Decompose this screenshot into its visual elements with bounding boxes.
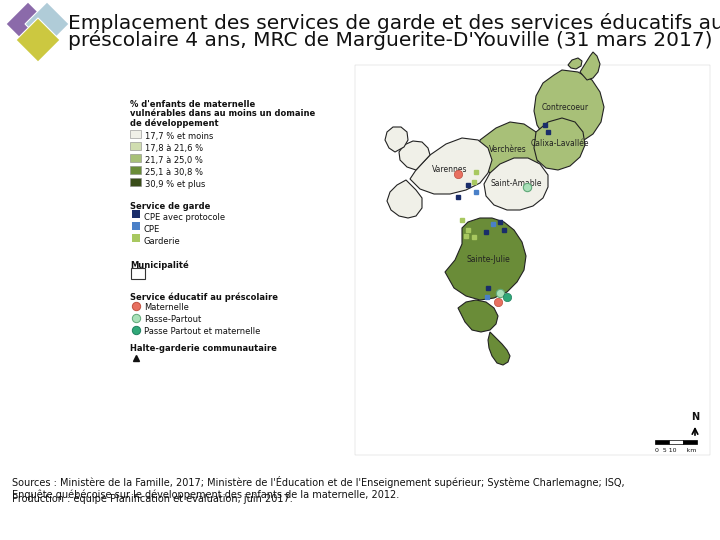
Bar — [132, 234, 140, 242]
Polygon shape — [385, 127, 408, 152]
Text: Emplacement des services de garde et des services éducatifs au: Emplacement des services de garde et des… — [68, 13, 720, 33]
Text: % d'enfants de maternelle: % d'enfants de maternelle — [130, 100, 256, 109]
Polygon shape — [399, 141, 430, 170]
Bar — [130, 130, 141, 138]
Polygon shape — [387, 180, 422, 218]
Bar — [355, 65, 710, 455]
Text: de développement: de développement — [130, 118, 219, 127]
Bar — [130, 178, 141, 186]
Bar — [130, 154, 141, 162]
Text: CPE avec protocole: CPE avec protocole — [144, 213, 225, 222]
Text: Municipalité: Municipalité — [130, 260, 189, 269]
Text: 0  5 10     km: 0 5 10 km — [655, 448, 696, 453]
Polygon shape — [445, 218, 526, 300]
Text: Service de garde: Service de garde — [130, 202, 210, 211]
Text: CPE: CPE — [144, 225, 161, 234]
Polygon shape — [580, 52, 600, 80]
Polygon shape — [458, 300, 498, 332]
Text: Sainte-Julie: Sainte-Julie — [466, 255, 510, 265]
Bar — [131, 268, 145, 279]
Text: 25,1 à 30,8 %: 25,1 à 30,8 % — [145, 168, 203, 177]
Polygon shape — [484, 158, 548, 210]
Text: 17,8 à 21,6 %: 17,8 à 21,6 % — [145, 144, 203, 153]
Polygon shape — [16, 18, 60, 62]
Text: Passe-Partout: Passe-Partout — [144, 315, 202, 324]
Polygon shape — [479, 122, 542, 180]
Text: Verchères: Verchères — [489, 145, 527, 154]
Bar — [669, 440, 683, 444]
Text: vulnérables dans au moins un domaine: vulnérables dans au moins un domaine — [130, 109, 315, 118]
Text: Varennes: Varennes — [432, 165, 468, 174]
Text: Saint-Amable: Saint-Amable — [490, 179, 541, 188]
Bar — [132, 210, 140, 218]
Bar — [132, 222, 140, 230]
Text: Garderie: Garderie — [144, 237, 181, 246]
Polygon shape — [534, 118, 585, 170]
Polygon shape — [534, 70, 604, 145]
Text: 21,7 à 25,0 %: 21,7 à 25,0 % — [145, 156, 203, 165]
Polygon shape — [410, 138, 492, 194]
Polygon shape — [6, 2, 50, 46]
Text: Production : équipe Planification et évaluation, juin 2017.: Production : équipe Planification et éva… — [12, 494, 293, 504]
Text: N: N — [691, 412, 699, 422]
Text: préscolaire 4 ans, MRC de Marguerite-D'Youville (31 mars 2017): préscolaire 4 ans, MRC de Marguerite-D'Y… — [68, 30, 713, 50]
Text: Calixa-Lavallée: Calixa-Lavallée — [531, 139, 589, 148]
Polygon shape — [25, 2, 69, 46]
Bar — [683, 440, 697, 444]
Bar — [130, 166, 141, 174]
Text: Service éducatif au préscolaire: Service éducatif au préscolaire — [130, 292, 278, 301]
Text: Contrecoeur: Contrecoeur — [541, 104, 588, 112]
Text: 30,9 % et plus: 30,9 % et plus — [145, 180, 205, 189]
Text: Maternelle: Maternelle — [144, 303, 189, 312]
Text: 17,7 % et moins: 17,7 % et moins — [145, 132, 213, 141]
Bar — [130, 142, 141, 150]
Polygon shape — [568, 58, 582, 69]
Polygon shape — [488, 332, 510, 365]
Bar — [655, 440, 669, 444]
Text: Halte-garderie communautaire: Halte-garderie communautaire — [130, 344, 277, 353]
Text: Passe Partout et maternelle: Passe Partout et maternelle — [144, 327, 261, 336]
Text: Sources : Ministère de la Famille, 2017; Ministère de l'Éducation et de l'Enseig: Sources : Ministère de la Famille, 2017;… — [12, 476, 625, 500]
